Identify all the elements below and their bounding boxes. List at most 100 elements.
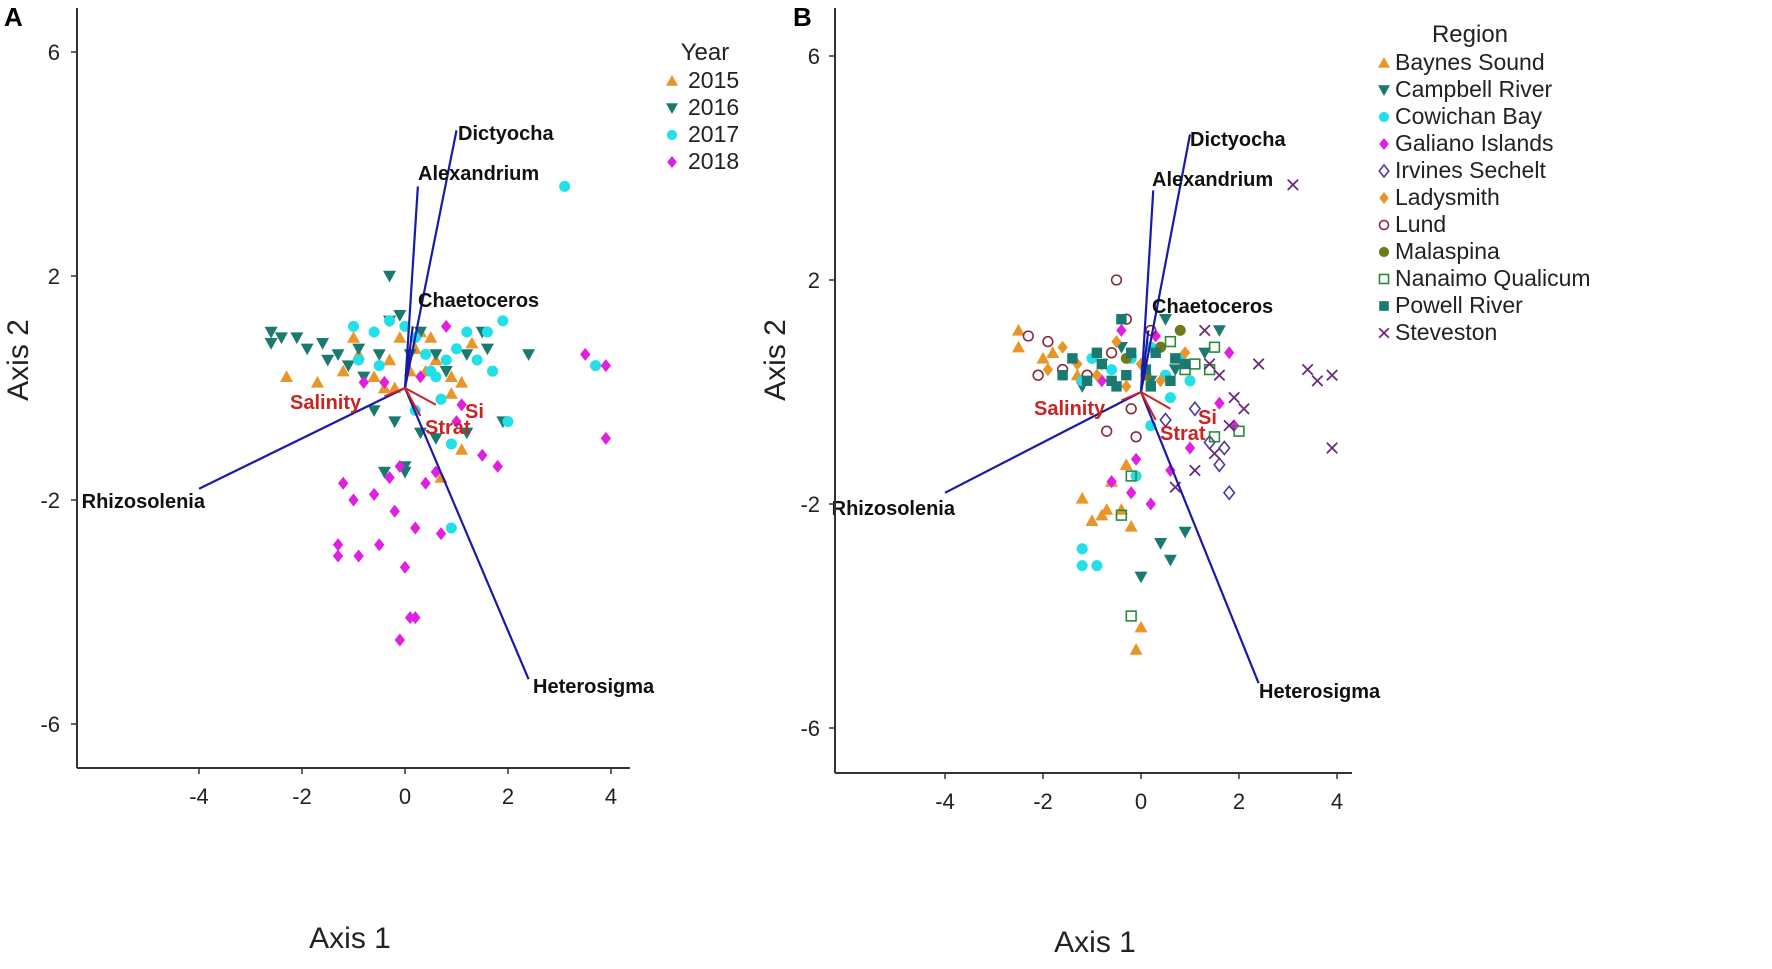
panel-a-point-2017-6 — [461, 326, 473, 338]
panel-a-point-2016-1 — [274, 332, 288, 345]
panel-a-vector-rhizosolenia — [198, 387, 406, 490]
panel-b-point-baynes-sound-8 — [1075, 491, 1089, 504]
panel-a-legend-title: Year — [681, 39, 730, 66]
panel-b-point-powell-river-0 — [1057, 370, 1068, 381]
panel-b-legend-item-baynes-sound: Baynes Sound — [1378, 49, 1545, 75]
panel-a-point-2018-9 — [394, 459, 406, 473]
panel-b-point-irvines-sechelt-5 — [1159, 412, 1172, 428]
panel-b-legend-label-steveston: Steveston — [1395, 319, 1497, 345]
panel-b-point-powell-river-8 — [1150, 347, 1161, 358]
panel-b-vector-label-alexandrium: Alexandrium — [1152, 169, 1273, 191]
panel-a-point-2016-21 — [522, 349, 536, 361]
panel-b-point-steveston-4 — [1326, 369, 1338, 382]
panel-a-point-2018-25 — [358, 375, 369, 389]
panel-a-y-tick-label-6: -6 — [40, 712, 60, 737]
panel-b-legend-marker-galiano-islands — [1379, 138, 1389, 150]
panel-b-point-campbell-river-2 — [1163, 554, 1177, 567]
panel-b-point-steveston-7 — [1223, 419, 1236, 432]
panel-a-point-2015-4 — [367, 370, 381, 382]
panel-a-point-2016-5 — [321, 354, 335, 367]
panel-a-point-2015-21 — [444, 387, 458, 399]
panel-b-point-steveston-6 — [1238, 402, 1250, 415]
panel-b-axes — [834, 8, 1352, 774]
panel-b-env-label-si: Si — [1198, 407, 1217, 429]
panel-a-point-2018-6 — [374, 538, 385, 552]
panel-b-point-galiano-islands-6 — [1224, 346, 1235, 360]
panel-b-point-steveston-8 — [1208, 447, 1221, 460]
panel-b-point-cowichan-bay-9 — [1184, 375, 1196, 387]
panel-a-series-2018 — [332, 319, 612, 647]
panel-b-point-galiano-islands-7 — [1214, 396, 1225, 410]
panel-b-point-steveston-14-stroke-b — [1228, 391, 1240, 404]
panel-b-point-baynes-sound-7 — [1085, 514, 1099, 526]
panel-a-point-2016-8 — [352, 343, 366, 356]
panel-b-vector-label-heterosigma: Heterosigma — [1259, 681, 1381, 703]
panel-a-legend-marker-2017 — [666, 129, 678, 141]
panel-a-x-tick-label-0: 0 — [399, 784, 411, 809]
panel-b-point-nanaimo-qualicum-4 — [1233, 425, 1245, 437]
panel-b-point-steveston-3 — [1311, 374, 1324, 387]
panel-b-point-ladysmith-5 — [1155, 374, 1166, 388]
panel-b-point-steveston-5-stroke-b — [1326, 442, 1338, 454]
panel-a-legend-item-2015: 2015 — [666, 67, 739, 93]
panel-b-point-steveston-7-stroke-b — [1223, 419, 1236, 432]
panel-a-vector-label-heterosigma: Heterosigma — [533, 676, 655, 698]
panel-b-point-campbell-river-0 — [1134, 571, 1148, 584]
panel-b-env-vector-salinity — [1121, 391, 1142, 402]
panel-b-point-powell-river-12 — [1091, 347, 1103, 358]
panel-b-point-galiano-islands-9 — [1116, 323, 1127, 337]
panel-b-point-galiano-islands-0 — [1106, 475, 1117, 489]
panel-a-x-tick-label-4: 4 — [605, 784, 617, 809]
panel-b-point-nanaimo-qualicum-3 — [1208, 431, 1221, 443]
panel-a-point-2018-26 — [379, 375, 390, 389]
panel-a-point-2016-27 — [460, 427, 474, 440]
panel-b-point-lund-4 — [1110, 274, 1123, 286]
panel-b-legend-item-ladysmith: Ladysmith — [1379, 184, 1500, 210]
panel-b-point-cowichan-bay-0 — [1076, 543, 1088, 555]
panel-b-point-campbell-river-3 — [1178, 526, 1192, 539]
panel-a-ticks: -4 -2 0 2 4 6 2 -2 -6 — [40, 40, 617, 809]
panel-b-point-steveston-8-stroke-b — [1208, 447, 1221, 460]
panel-b-point-powell-river-5 — [1116, 314, 1127, 325]
panel-a-point-2016-10 — [372, 349, 386, 361]
panel-b-point-steveston-0-stroke-b — [1287, 178, 1299, 191]
panel-b: B Dictyocha Alexandrium Chaetoceros Rhizoso… — [759, 2, 1591, 959]
panel-a-point-2018-16 — [435, 527, 447, 541]
panel-b-legend-marker-cowichan-bay — [1378, 111, 1390, 123]
panel-b-point-baynes-sound-2 — [1036, 351, 1050, 364]
panel-a-x-tick-label-2: -2 — [292, 784, 312, 809]
panel-a-y-axis-title: Axis 2 — [2, 319, 35, 401]
panel-a-point-2017-13 — [384, 315, 396, 327]
panel-a-point-2018-18 — [451, 415, 462, 429]
panel-b-point-galiano-islands-5 — [1184, 441, 1196, 455]
panel-a-axes — [76, 8, 630, 769]
panel-b-point-powell-river-6 — [1126, 347, 1137, 358]
panel-b-point-baynes-sound-14 — [1119, 458, 1133, 470]
panel-a-point-2016-22 — [367, 405, 381, 417]
panel-b-point-powell-river-14 — [1121, 370, 1132, 381]
panel-a-point-2018-14 — [410, 521, 421, 535]
panel-b-x-tick-label-2: -2 — [1033, 789, 1053, 814]
panel-b-x-tick-label-4: -4 — [935, 789, 955, 814]
panel-b-point-lund-8 — [1101, 425, 1113, 437]
panel-a-vector-chaetoceros — [403, 326, 414, 389]
panel-b-point-steveston-12 — [1198, 324, 1211, 337]
panel-b-point-powell-river-2 — [1081, 375, 1093, 386]
panel-a-y-tick-label-2: 2 — [48, 264, 60, 289]
panel-b-ticks: -4 -2 0 2 4 6 2 -2 -6 — [800, 44, 1343, 814]
panel-b-vector-label-dictyocha: Dictyocha — [1190, 129, 1286, 151]
panel-b-point-baynes-sound-10 — [1114, 503, 1128, 515]
panel-b-x-tick-label-0: 0 — [1135, 789, 1147, 814]
panel-b-point-nanaimo-qualicum-9 — [1164, 335, 1177, 348]
panel-b-legend-marker-powell-river — [1379, 301, 1389, 311]
panel-b-legend-label-campbell-river: Campbell River — [1395, 76, 1553, 102]
panel-b-vector-rhizosolenia — [944, 391, 1142, 494]
panel-b-legend-label-cowichan-bay: Cowichan Bay — [1395, 103, 1543, 129]
panel-b-point-ladysmith-2 — [1091, 368, 1103, 382]
panel-a-vector-label-alexandrium: Alexandrium — [418, 163, 539, 185]
panel-b-legend-marker-campbell-river — [1378, 85, 1390, 96]
panel-b-legend-item-powell-river: Powell River — [1379, 292, 1523, 318]
panel-b-legend-item-campbell-river: Campbell River — [1378, 76, 1553, 102]
panel-a-point-2016-30 — [377, 466, 391, 479]
